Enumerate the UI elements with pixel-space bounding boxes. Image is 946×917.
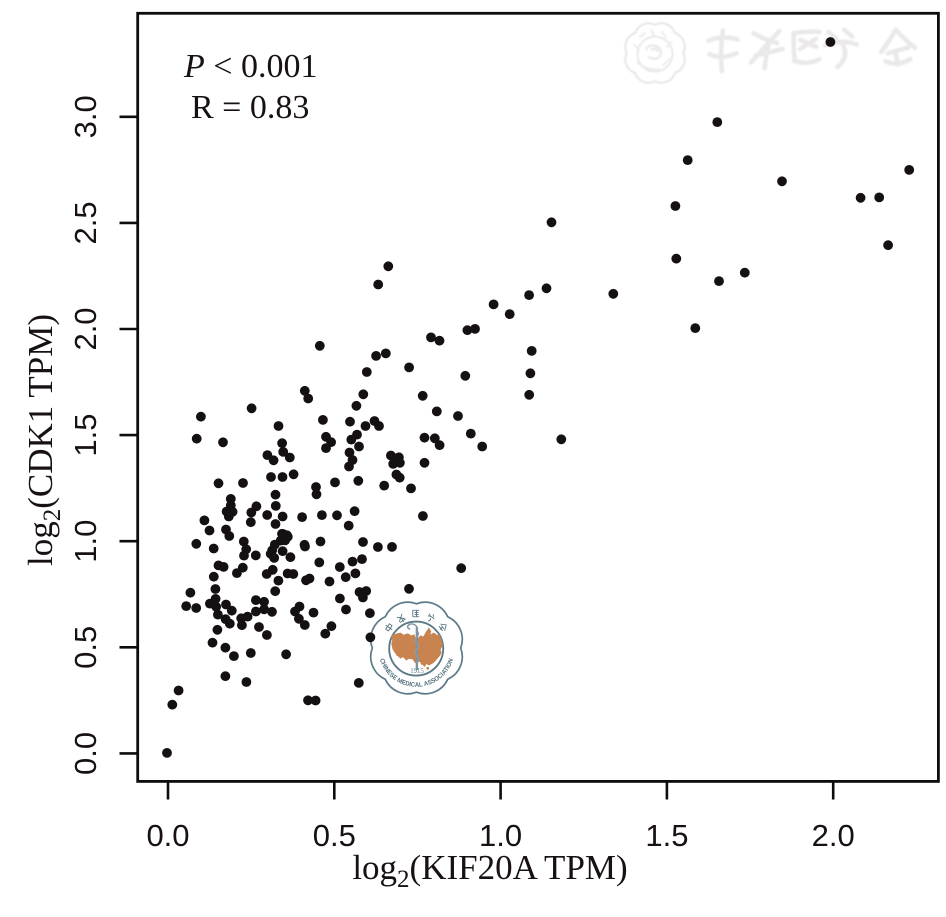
svg-text:1.5: 1.5 [645,818,688,853]
svg-text:3.0: 3.0 [68,95,103,138]
svg-text:0.5: 0.5 [68,626,103,669]
svg-text:0.5: 0.5 [313,818,356,853]
svg-text:log2(KIF20A TPM): log2(KIF20A TPM) [352,848,627,893]
svg-text:0.0: 0.0 [68,732,103,775]
svg-text:1.5: 1.5 [68,414,103,457]
svg-text:2.5: 2.5 [68,201,103,244]
svg-text:log2(CDK1 TPM): log2(CDK1 TPM) [21,314,66,566]
svg-text:1915: 1915 [410,668,424,675]
svg-text:0.0: 0.0 [146,818,189,853]
svg-text:2.0: 2.0 [812,818,855,853]
svg-text:P < 0.001: P < 0.001 [183,48,317,85]
svg-text:1.0: 1.0 [68,520,103,563]
svg-text:1.0: 1.0 [479,818,522,853]
svg-text:2.0: 2.0 [68,307,103,350]
svg-text:R = 0.83: R = 0.83 [191,89,309,126]
